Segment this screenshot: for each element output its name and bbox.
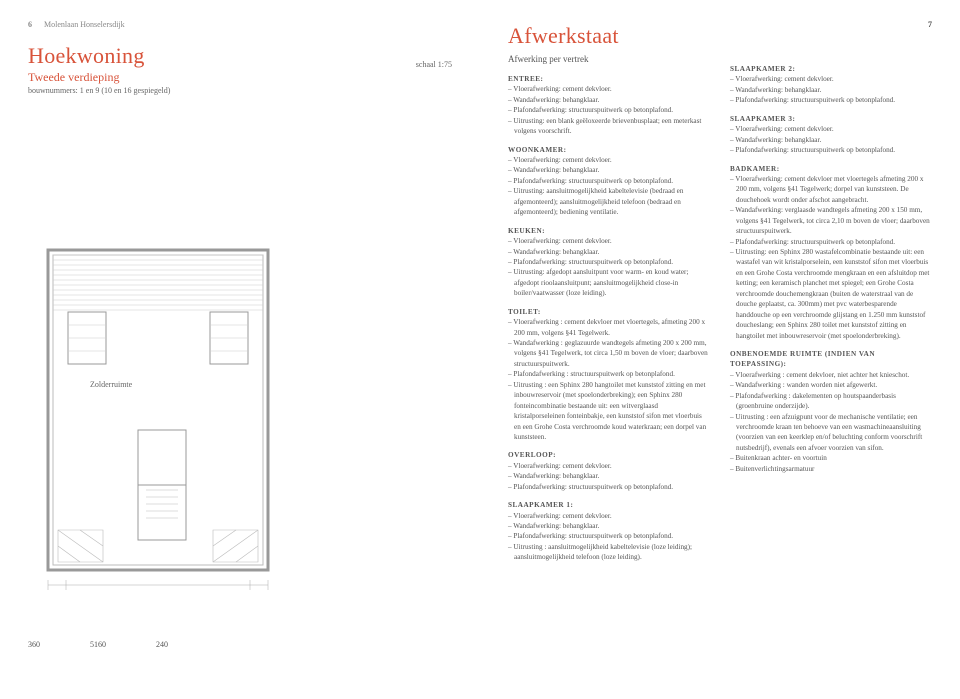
dim-1: 360 xyxy=(28,640,40,649)
list-item: – Wandafwerking: behangklaar. xyxy=(508,165,710,175)
sec-toilet: – Vloerafwerking : cement dekvloer met v… xyxy=(508,317,710,442)
list-item: – Wandafwerking: behangklaar. xyxy=(508,521,710,531)
list-item: – Vloerafwerking: cement dekvloer. xyxy=(730,124,932,134)
list-item: – Uitrusting : aansluitmogelijkheid kabe… xyxy=(508,542,710,563)
sec-entree: – Vloerafwerking: cement dekvloer.– Wand… xyxy=(508,84,710,136)
list-item: – Vloerafwerking: cement dekvloer. xyxy=(730,74,932,84)
page-subtitle: Tweede verdieping xyxy=(28,70,452,85)
sec-toilet-h: TOILET: xyxy=(508,307,710,317)
right-title: Afwerkstaat xyxy=(508,20,710,52)
page-header-left: 6 Molenlaan Honselersdijk xyxy=(28,20,452,29)
list-item: – Uitrusting: afgedopt aansluitpunt voor… xyxy=(508,267,710,298)
sec-entree-h: ENTREE: xyxy=(508,74,710,84)
page-number-right: 7 xyxy=(928,20,932,29)
sec-overloop: – Vloerafwerking: cement dekvloer.– Wand… xyxy=(508,461,710,492)
zolder-label: Zolderruimte xyxy=(90,380,132,389)
sec-onbenoemd-h: ONBENOEMDE RUIMTE (INDIEN VAN TOEPASSING… xyxy=(730,349,932,370)
sec-woonkamer-h: WOONKAMER: xyxy=(508,145,710,155)
list-item: – Uitrusting: aansluitmogelijkheid kabel… xyxy=(508,186,710,217)
right-page: 7 Afwerkstaat Afwerking per vertrek ENTR… xyxy=(480,0,960,699)
dim-2: 5160 xyxy=(90,640,106,649)
sec-slaap1-h: SLAAPKAMER 1: xyxy=(508,500,710,510)
list-item: – Vloerafwerking: cement dekvloer. xyxy=(508,461,710,471)
list-item: – Plafondafwerking: structuurspuitwerk o… xyxy=(508,482,710,492)
list-item: – Wandafwerking: behangklaar. xyxy=(730,135,932,145)
sec-onbenoemd: – Vloerafwerking : cement dekvloer, niet… xyxy=(730,370,932,474)
list-item: – Plafondafwerking: structuurspuitwerk o… xyxy=(508,531,710,541)
left-page: 6 Molenlaan Honselersdijk Hoekwoning Twe… xyxy=(0,0,480,699)
floorplan-svg xyxy=(28,230,288,610)
text-column-1: Afwerkstaat Afwerking per vertrek ENTREE… xyxy=(508,20,710,679)
list-item: – Plafondafwerking: structuurspuitwerk o… xyxy=(730,145,932,155)
list-item: – Vloerafwerking: cement dekvloer. xyxy=(508,155,710,165)
page-title: Hoekwoning xyxy=(28,43,452,69)
sec-slaap3: – Vloerafwerking: cement dekvloer.– Wand… xyxy=(730,124,932,155)
list-item: – Wandafwerking: verglaasde wandtegels a… xyxy=(730,205,932,236)
list-item: – Vloerafwerking: cement dekvloer met vl… xyxy=(730,174,932,205)
sec-slaap2: – Vloerafwerking: cement dekvloer.– Wand… xyxy=(730,74,932,105)
list-item: – Uitrusting: een Sphinx 280 wastafelcom… xyxy=(730,247,932,341)
list-item: – Uitrusting : een Sphinx 280 hangtoilet… xyxy=(508,380,710,443)
dimensions: 360 5160 240 xyxy=(28,640,168,649)
sec-overloop-h: OVERLOOP: xyxy=(508,450,710,460)
sec-keuken: – Vloerafwerking: cement dekvloer.– Wand… xyxy=(508,236,710,299)
list-item: – Wandafwerking: behangklaar. xyxy=(508,471,710,481)
list-item: – Wandafwerking : wanden worden niet afg… xyxy=(730,380,932,390)
list-item: – Wandafwerking: behangklaar. xyxy=(508,247,710,257)
sec-slaap1: – Vloerafwerking: cement dekvloer.– Wand… xyxy=(508,511,710,563)
bouwnummers: bouwnummers: 1 en 9 (10 en 16 gespiegeld… xyxy=(28,86,452,95)
list-item: – Vloerafwerking: cement dekvloer. xyxy=(508,236,710,246)
page-number-left: 6 xyxy=(28,20,32,29)
sec-slaap3-h: SLAAPKAMER 3: xyxy=(730,114,932,124)
dim-3: 240 xyxy=(156,640,168,649)
list-item: – Plafondafwerking: structuurspuitwerk o… xyxy=(508,176,710,186)
text-column-2: SLAAPKAMER 2: – Vloerafwerking: cement d… xyxy=(730,20,932,679)
list-item: – Buitenverlichtingsarmatuur xyxy=(730,464,932,474)
schaal-label: schaal 1:75 xyxy=(416,60,452,69)
list-item: – Plafondafwerking: structuurspuitwerk o… xyxy=(508,105,710,115)
sec-woonkamer: – Vloerafwerking: cement dekvloer.– Wand… xyxy=(508,155,710,218)
header-text: Molenlaan Honselersdijk xyxy=(44,20,125,29)
list-item: – Vloerafwerking : cement dekvloer, niet… xyxy=(730,370,932,380)
list-item: – Uitrusting: een blank geëloxeerde brie… xyxy=(508,116,710,137)
list-item: – Wandafwerking: behangklaar. xyxy=(730,85,932,95)
list-item: – Plafondafwerking: structuurspuitwerk o… xyxy=(508,257,710,267)
sec-slaap2-h: SLAAPKAMER 2: xyxy=(730,64,932,74)
list-item: – Vloerafwerking: cement dekvloer. xyxy=(508,84,710,94)
sec-badkamer: – Vloerafwerking: cement dekvloer met vl… xyxy=(730,174,932,341)
sec-badkamer-h: BADKAMER: xyxy=(730,164,932,174)
list-item: – Plafondafwerking : dakelementen op hou… xyxy=(730,391,932,412)
list-item: – Wandafwerking: behangklaar. xyxy=(508,95,710,105)
list-item: – Vloerafwerking : cement dekvloer met v… xyxy=(508,317,710,338)
sec-keuken-h: KEUKEN: xyxy=(508,226,710,236)
floorplan: Zolderruimte xyxy=(28,230,288,610)
list-item: – Plafondafwerking: structuurspuitwerk o… xyxy=(730,95,932,105)
list-item: – Plafondafwerking : structuurspuitwerk … xyxy=(508,369,710,379)
list-item: – Vloerafwerking: cement dekvloer. xyxy=(508,511,710,521)
list-item: – Plafondafwerking: structuurspuitwerk o… xyxy=(730,237,932,247)
list-item: – Uitrusting : een afzuigpunt voor de me… xyxy=(730,412,932,454)
list-item: – Wandafwerking : geglazuurde wandtegels… xyxy=(508,338,710,369)
right-subtitle: Afwerking per vertrek xyxy=(508,53,710,66)
list-item: – Buitenkraan achter- en voortuin xyxy=(730,453,932,463)
